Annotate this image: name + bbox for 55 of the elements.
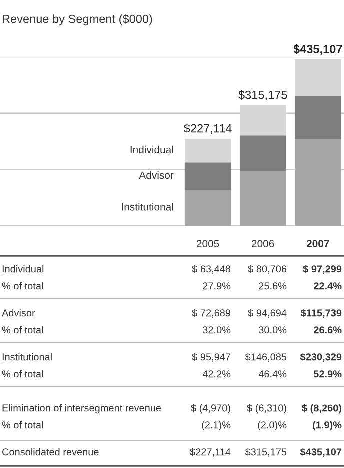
data-label: $ 80,706 — [248, 265, 287, 274]
text: % of total — [2, 282, 44, 290]
text: 32.0% — [203, 326, 231, 334]
x-tick-label: 2007 — [306, 240, 330, 248]
data-label: $ 63,448 — [192, 265, 231, 274]
text: 52.9% — [314, 370, 342, 378]
text: $315,175 — [245, 448, 287, 457]
text: (2.1)% — [202, 421, 231, 431]
bar — [240, 105, 286, 136]
bar — [295, 140, 342, 226]
text: (1.9)% — [313, 421, 342, 431]
text: Advisor — [2, 309, 36, 317]
x-tick-label: 2006 — [252, 240, 274, 248]
series-label: Institutional — [122, 203, 174, 211]
data-label: $ 94,694 — [248, 309, 287, 318]
bar — [240, 171, 286, 226]
text: $ (8,260) — [302, 404, 342, 414]
bar — [184, 138, 232, 163]
annotation: $435,107 — [294, 44, 342, 56]
text: Elimination of intersegment revenue — [2, 404, 162, 414]
text: 42.2% — [202, 370, 231, 378]
bar — [184, 162, 232, 190]
data-label: $115,739 — [300, 309, 342, 318]
text: Institutional — [2, 353, 52, 361]
bar — [240, 136, 286, 172]
text: 25.6% — [259, 282, 287, 290]
text: 26.6% — [314, 326, 342, 334]
text: Consolidated revenue — [2, 448, 99, 456]
series-label: Advisor — [139, 171, 174, 180]
bar — [295, 59, 342, 96]
text: (2.0)% — [258, 421, 287, 431]
text: Revenue by Segment ($000) — [2, 14, 152, 26]
text: % of total — [2, 421, 44, 429]
bar — [184, 190, 232, 226]
data-label: $230,329 — [300, 353, 342, 362]
annotation: $315,175 — [238, 90, 288, 101]
text: $227,114 — [190, 448, 231, 457]
data-label: $ 97,299 — [303, 265, 342, 274]
x-tick-label: 2005 — [196, 240, 220, 248]
data-label: $ 72,689 — [192, 309, 231, 318]
text: Individual — [2, 265, 44, 273]
text: 22.4% — [314, 282, 342, 290]
text: 27.9% — [203, 282, 231, 290]
data-label: $ 95,947 — [192, 353, 230, 362]
bar — [295, 96, 342, 140]
text: $ (4,970) — [191, 404, 230, 414]
series-label: Individual — [130, 146, 174, 154]
annotation: $227,114 — [184, 124, 232, 134]
text: $435,107 — [300, 448, 342, 458]
data-label: $146,085 — [245, 353, 287, 362]
text: 30.0% — [259, 326, 287, 334]
text: $ (6,310) — [247, 404, 286, 414]
text: % of total — [2, 370, 44, 378]
text: 46.4% — [258, 370, 287, 378]
text: % of total — [2, 326, 44, 334]
